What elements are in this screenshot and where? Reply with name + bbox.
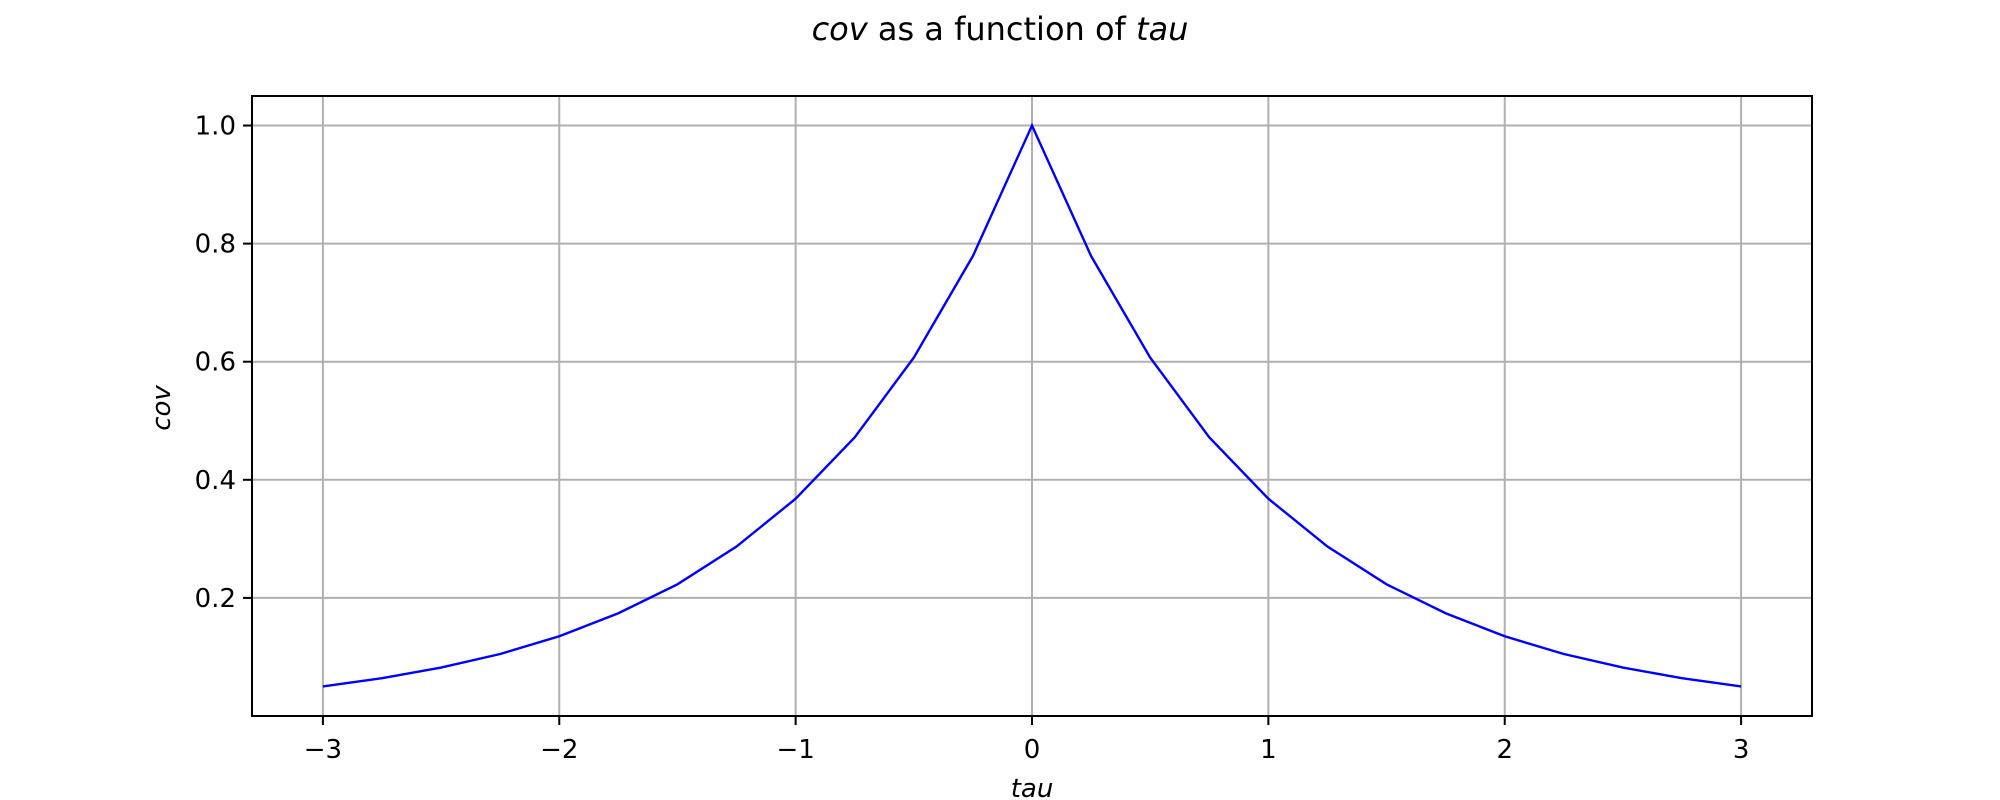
chart-title-var: cov — [812, 10, 869, 48]
x-tick-label: −2 — [540, 735, 578, 765]
x-tick-label: 0 — [1024, 735, 1041, 765]
y-tick-label: 0.8 — [195, 230, 236, 260]
x-axis-label: tau — [1011, 774, 1054, 800]
axis-ticks: −3 −2 −1 0 1 2 3 0.2 0.4 0.6 0.8 1.0 — [195, 112, 1750, 765]
y-tick-label: 0.2 — [195, 584, 236, 614]
x-tick-label: 1 — [1260, 735, 1277, 765]
x-tick-label: −1 — [776, 735, 814, 765]
y-tick-label: 1.0 — [195, 112, 236, 142]
chart-title: cov as a function of tau — [812, 10, 1189, 48]
grid-lines — [252, 96, 1812, 716]
series-line — [322, 122, 1742, 688]
x-tick-label: 3 — [1733, 735, 1750, 765]
y-tick-label: 0.6 — [195, 348, 236, 378]
y-tick-label: 0.4 — [195, 466, 236, 496]
chart-title-middle: as a function of — [868, 10, 1136, 48]
x-tick-label: −3 — [304, 735, 342, 765]
chart-title-param: tau — [1136, 10, 1188, 48]
x-tick-label: 2 — [1496, 735, 1513, 765]
y-axis-label: cov — [147, 385, 177, 431]
